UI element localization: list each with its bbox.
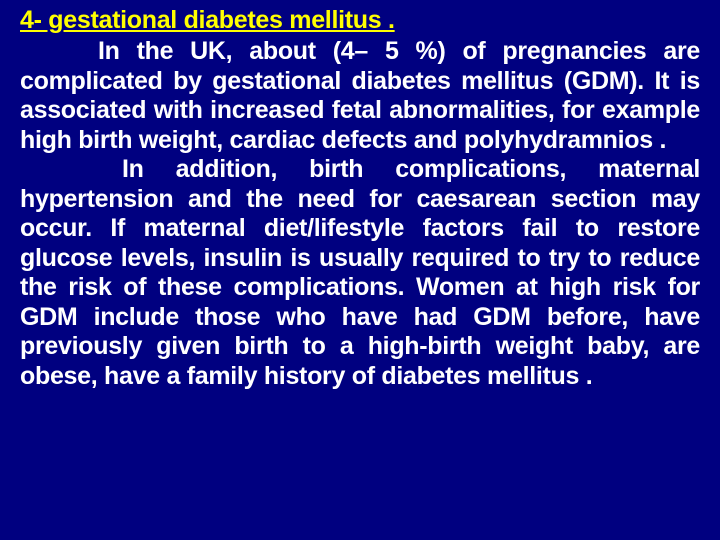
paragraph-1: In the UK, about (4– 5 %) of pregnancies… [20, 37, 700, 155]
slide-heading: 4- gestational diabetes mellitus . [20, 6, 700, 35]
paragraph-2: In addition, birth complications, matern… [20, 155, 700, 391]
